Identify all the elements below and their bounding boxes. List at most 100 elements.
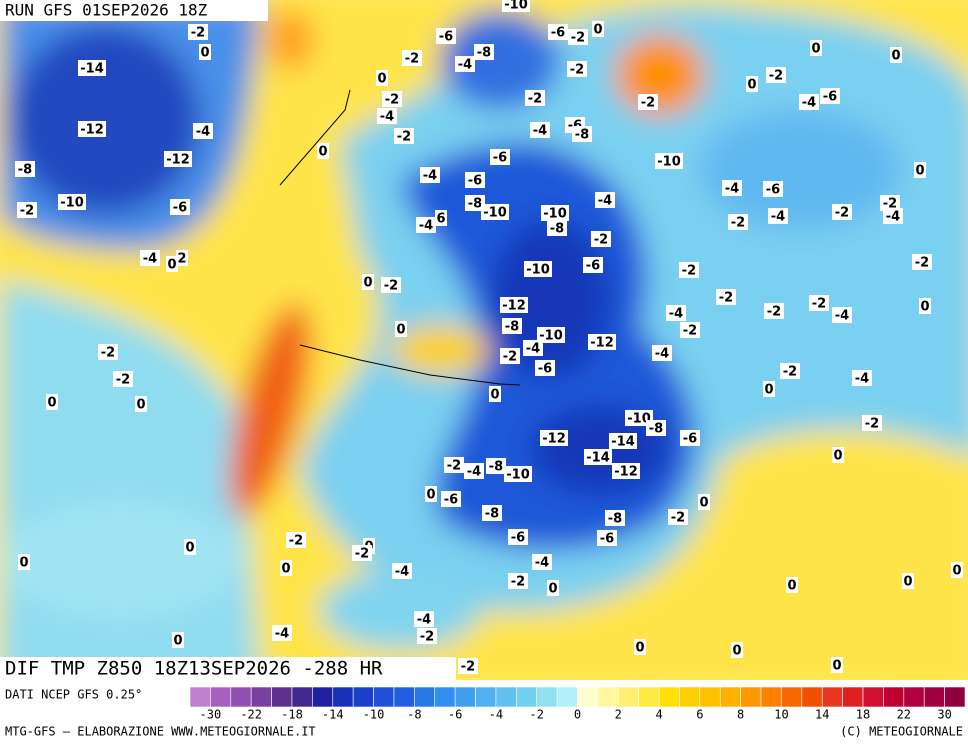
- contour-label-box: [15, 161, 35, 177]
- contour-label-box: [763, 181, 783, 197]
- scale-label: -4: [489, 708, 503, 722]
- contour-label-box: [666, 305, 686, 321]
- contour-label: -4: [855, 372, 869, 387]
- scale-swatch: [719, 686, 741, 708]
- contour-label: -2: [769, 69, 783, 84]
- contour-label: -14: [586, 451, 610, 466]
- contour-label: -2: [682, 264, 696, 279]
- contour-label: -6: [586, 259, 600, 274]
- contour-label: 0: [185, 541, 194, 556]
- contour-label: -2: [355, 547, 369, 562]
- contour-label-box: [317, 143, 329, 159]
- contour-label: -2: [594, 233, 608, 248]
- contour-label: 0: [136, 398, 145, 413]
- contour-label-box: [540, 430, 568, 446]
- contour-label-box: [862, 415, 882, 431]
- contour-label: 0: [281, 562, 290, 577]
- contour-label: -12: [590, 336, 614, 351]
- contour-label: 6: [436, 212, 445, 227]
- contour-label-box: [58, 194, 86, 210]
- contour-label-box: [786, 577, 798, 593]
- contour-label: 0: [635, 641, 644, 656]
- contour-label: -10: [543, 207, 567, 222]
- contour-label: -12: [166, 153, 190, 168]
- scale-label: -6: [448, 708, 462, 722]
- contour-label-box: [831, 657, 843, 673]
- contour-label-box: [489, 386, 501, 402]
- contour-label: -2: [767, 305, 781, 320]
- scale-swatch: [516, 686, 538, 708]
- contour-label-box: [605, 510, 625, 526]
- contour-label-box: [638, 94, 658, 110]
- contour-label: 0: [490, 388, 499, 403]
- scale-swatch: [230, 686, 252, 708]
- contour-label: -8: [489, 460, 503, 475]
- contour-label: 0: [915, 164, 924, 179]
- contour-label-box: [572, 126, 592, 142]
- contour-label: 0: [903, 575, 912, 590]
- contour-label: -8: [477, 46, 491, 61]
- contour-label: -4: [802, 96, 816, 111]
- scale-label: -2: [529, 708, 543, 722]
- contour-label: -2: [671, 511, 685, 526]
- contour-label-box: [634, 639, 646, 655]
- contour-label-box: [176, 250, 188, 266]
- contour-label-box: [668, 509, 688, 525]
- scale-label: 18: [856, 708, 870, 722]
- contour-label-box: [583, 257, 603, 273]
- contour-label-box: [902, 573, 914, 589]
- contour-label-box: [820, 88, 840, 104]
- contour-label: -10: [657, 155, 681, 170]
- contour-label: -4: [886, 210, 900, 225]
- contour-label-box: [547, 580, 559, 596]
- contour-label: 0: [832, 659, 841, 674]
- border-line: [299, 344, 521, 386]
- scale-swatch: [842, 686, 864, 708]
- contour-label: -8: [468, 197, 482, 212]
- contour-label-box: [680, 430, 700, 446]
- contour-label: -8: [485, 507, 499, 522]
- contour-label: -6: [444, 493, 458, 508]
- contour-label: -6: [766, 183, 780, 198]
- contour-label: 0: [891, 49, 900, 64]
- contour-label-box: [193, 123, 213, 139]
- run-label: RUN GFS 01SEP2026 18Z: [5, 1, 208, 20]
- contour-label-box: [465, 195, 485, 211]
- contour-label-box: [188, 24, 208, 40]
- scale-label: -14: [322, 708, 344, 722]
- contour-label-box: [170, 199, 190, 215]
- contour-label-box: [890, 47, 902, 63]
- contour-label: 0: [764, 383, 773, 398]
- scale-swatch: [617, 686, 639, 708]
- contour-label-box: [592, 21, 604, 37]
- scale-label: 4: [655, 708, 662, 722]
- scale-swatch: [760, 686, 782, 708]
- contour-label: -4: [275, 627, 289, 642]
- contour-label: -4: [196, 125, 210, 140]
- contour-label-box: [420, 167, 440, 183]
- contour-label-box: [381, 277, 401, 293]
- scale-swatch: [210, 686, 232, 708]
- contour-label: 0: [173, 634, 182, 649]
- contour-label: -2: [116, 373, 130, 388]
- contour-label: -6: [439, 30, 453, 45]
- contour-label: 0: [787, 579, 796, 594]
- scale-swatch: [923, 686, 945, 708]
- contour-label-box: [502, 0, 530, 12]
- contour-label: -10: [483, 206, 507, 221]
- contour-label: 2: [177, 252, 186, 267]
- contour-label: 0: [548, 582, 557, 597]
- contour-label: 0: [699, 496, 708, 511]
- contour-label: 0: [920, 300, 929, 315]
- contour-label-box: [508, 573, 528, 589]
- border-line: [279, 89, 351, 186]
- scale-label: 10: [774, 708, 788, 722]
- contour-label-box: [595, 192, 615, 208]
- contour-label-box: [508, 529, 528, 545]
- contour-label-box: [455, 56, 475, 72]
- contour-label-box: [731, 642, 743, 658]
- contour-label-box: [164, 151, 192, 167]
- contour-label: -6: [600, 532, 614, 547]
- contour-label: -2: [915, 256, 929, 271]
